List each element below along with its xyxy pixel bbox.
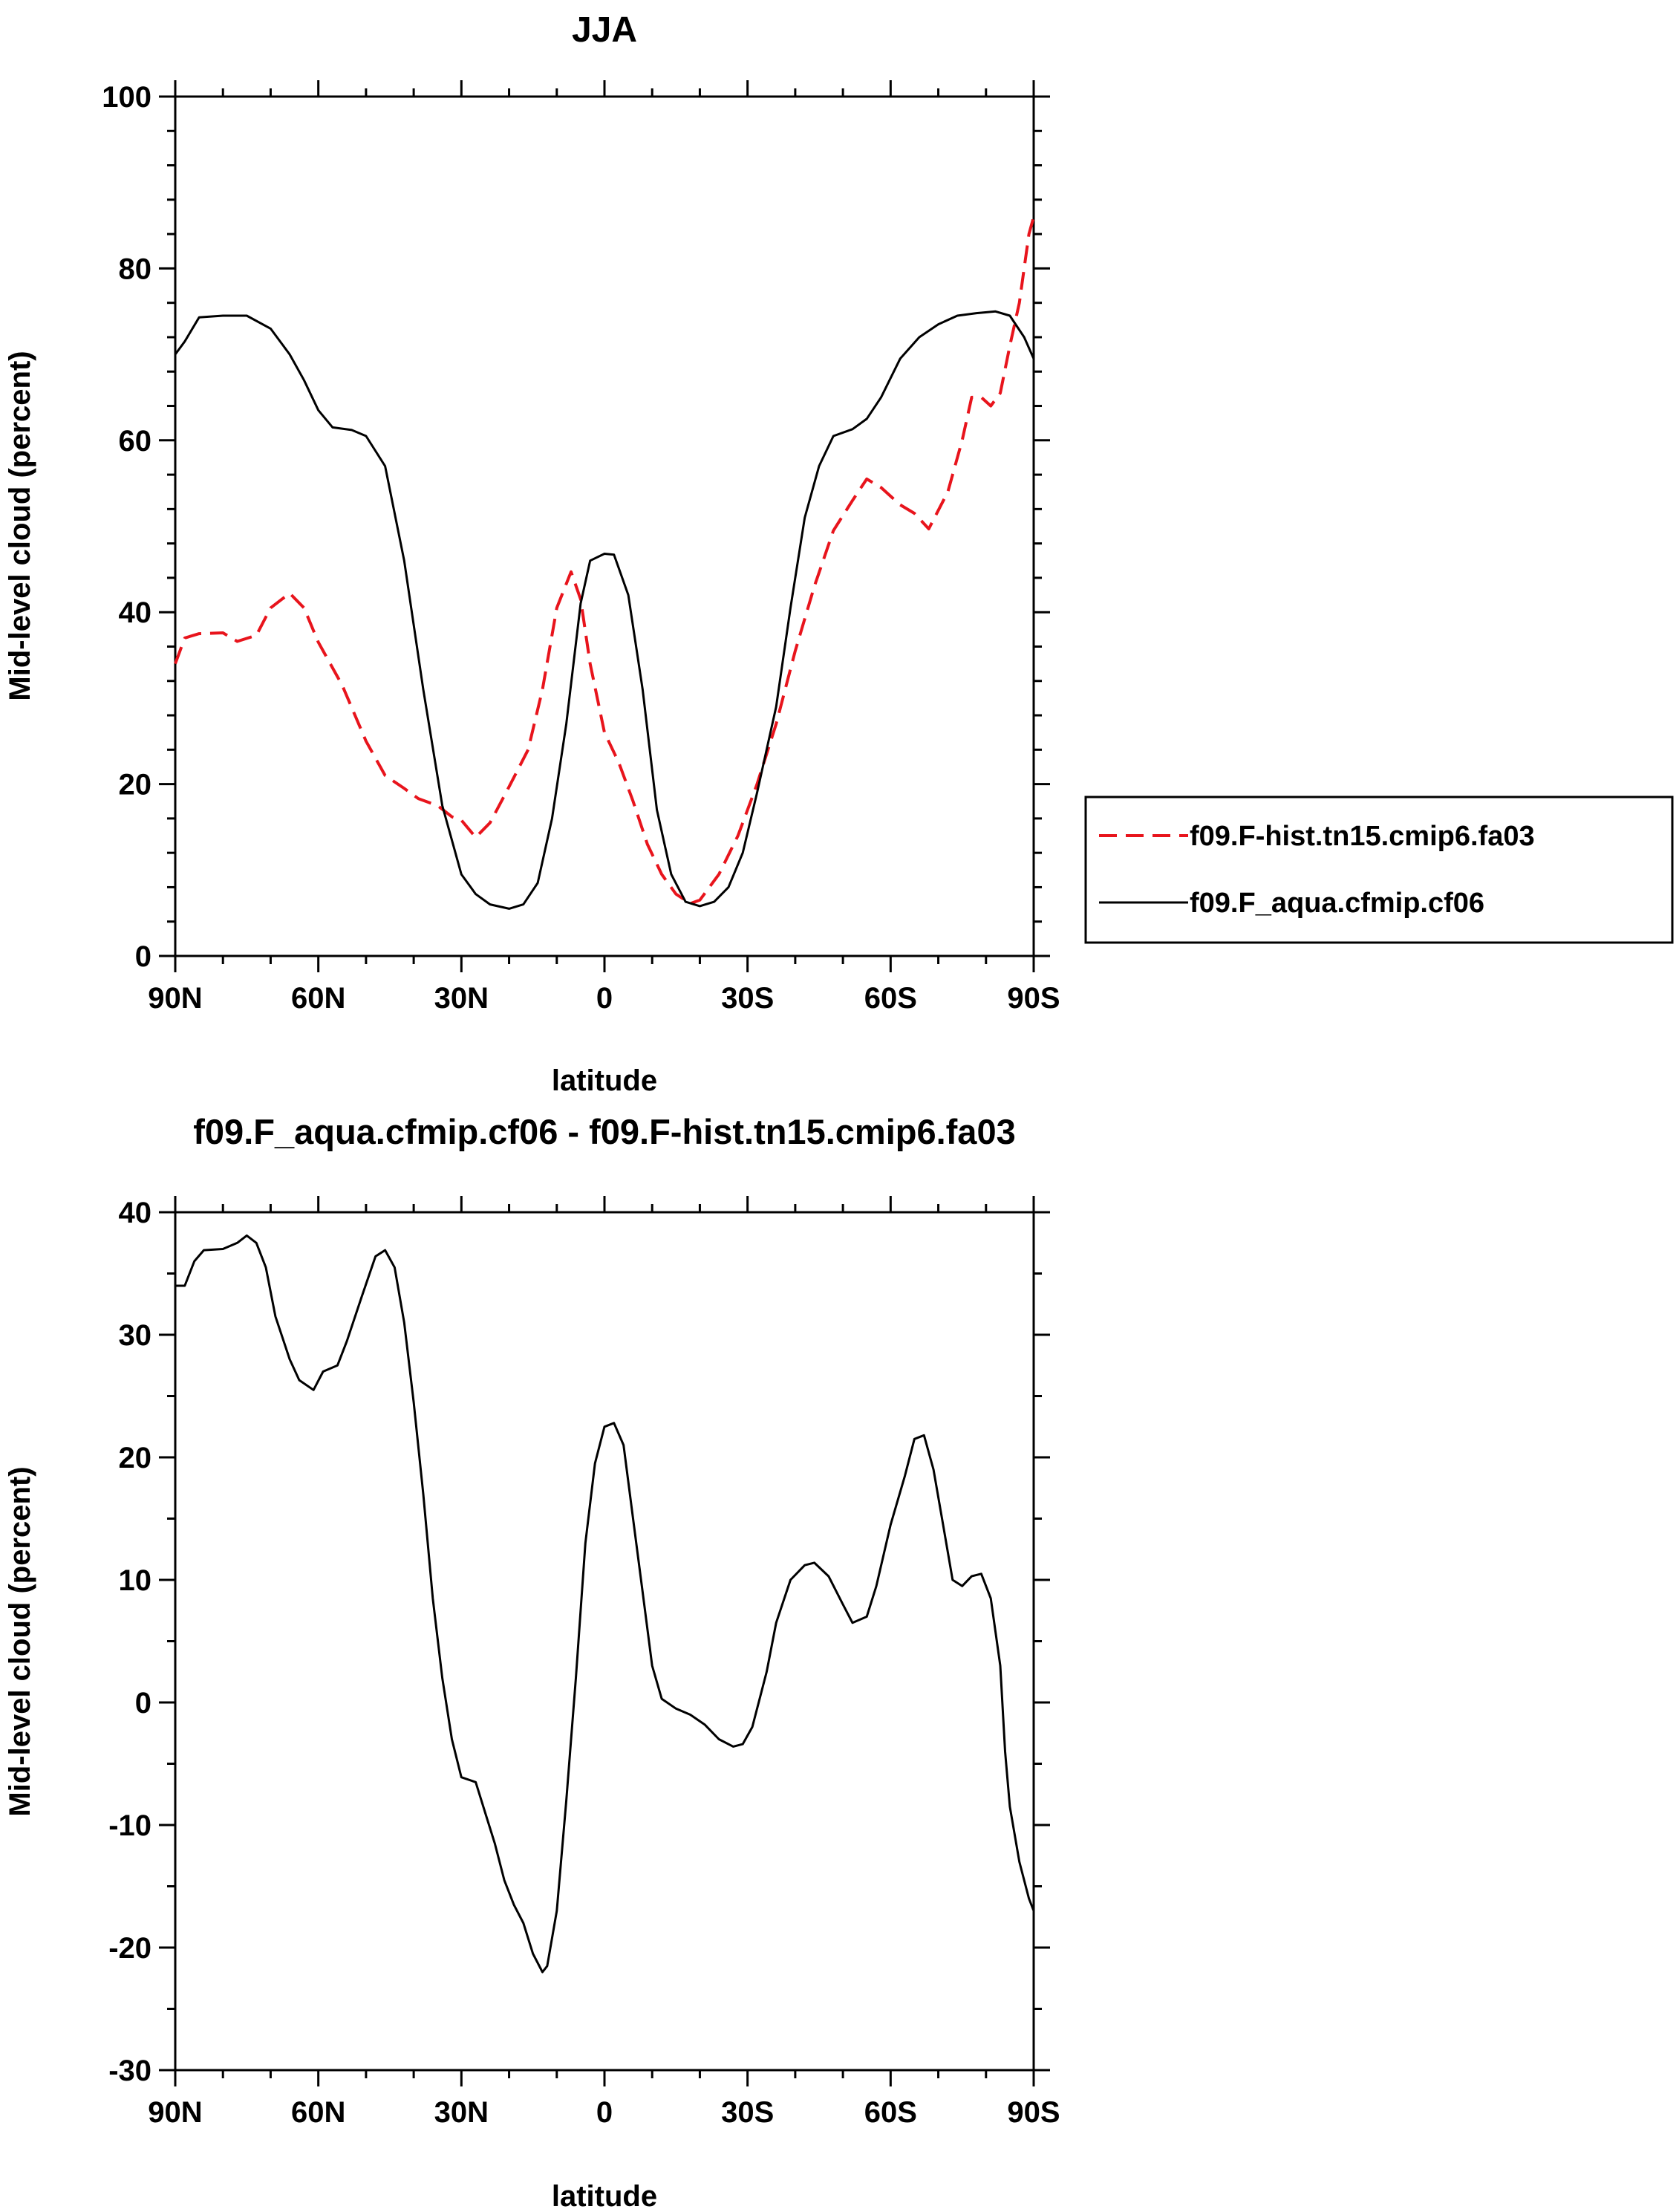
bottom-x-axis-label: latitude — [552, 2180, 657, 2212]
bottom-y-tick-labels: -30 -20 -10 0 10 20 30 40 — [108, 1197, 151, 2087]
y-tick-label: 20 — [119, 1442, 152, 1474]
legend-label-series-1: f09.F-hist.tn15.cmip6.fa03 — [1190, 821, 1535, 852]
x-tick-label: 30N — [434, 2096, 489, 2129]
y-tick-label: 60 — [119, 425, 152, 458]
x-tick-label: 30S — [721, 982, 774, 1015]
x-tick-label: 0 — [596, 982, 613, 1015]
bottom-panel: f09.F_aqua.cfmip.cf06 - f09.F-hist.tn15.… — [4, 1112, 1060, 2212]
y-tick-label: 40 — [119, 596, 152, 629]
y-tick-label: 0 — [135, 1687, 151, 1720]
x-tick-label: 90N — [148, 2096, 202, 2129]
legend-label-series-2: f09.F_aqua.cfmip.cf06 — [1190, 888, 1484, 919]
legend: f09.F-hist.tn15.cmip6.fa03 f09.F_aqua.cf… — [1084, 796, 1674, 944]
top-x-tick-labels: 90N 60N 30N 0 30S 60S 90S — [148, 982, 1060, 1015]
y-tick-label: 80 — [119, 253, 152, 285]
x-tick-label: 90N — [148, 982, 202, 1015]
top-series-lines — [174, 216, 1035, 910]
x-tick-label: 90S — [1007, 2096, 1060, 2129]
bottom-panel-title: f09.F_aqua.cfmip.cf06 - f09.F-hist.tn15.… — [193, 1112, 1015, 1151]
x-tick-label: 90S — [1007, 982, 1060, 1015]
y-tick-label: 40 — [119, 1197, 152, 1229]
y-tick-label: -30 — [108, 2055, 151, 2087]
x-tick-label: 60S — [864, 982, 917, 1015]
x-tick-label: 60N — [291, 2096, 345, 2129]
y-tick-label: -10 — [108, 1809, 151, 1842]
x-tick-label: 30N — [434, 982, 489, 1015]
bottom-y-axis-label: Mid-level cloud (percent) — [4, 1466, 36, 1816]
y-tick-label: 20 — [119, 769, 152, 801]
bottom-axis-ticks — [159, 1196, 1050, 2086]
top-panel-title: JJA — [572, 10, 637, 50]
top-y-axis-label: Mid-level cloud (percent) — [4, 351, 36, 700]
y-tick-label: -20 — [108, 1932, 151, 1965]
top-plot-frame — [174, 95, 1035, 957]
y-tick-label: 100 — [102, 81, 151, 114]
series-line-2 — [174, 310, 1035, 910]
series-line-1 — [174, 216, 1035, 905]
y-tick-label: 30 — [119, 1319, 152, 1352]
bottom-plot-frame — [174, 1211, 1035, 2072]
x-tick-label: 0 — [596, 2096, 613, 2129]
top-axis-ticks — [159, 80, 1050, 972]
series-line-1 — [175, 1234, 1035, 1974]
x-tick-label: 60N — [291, 982, 345, 1015]
top-x-axis-label: latitude — [552, 1064, 657, 1097]
y-tick-label: 10 — [119, 1564, 152, 1597]
bottom-x-tick-labels: 90N 60N 30N 0 30S 60S 90S — [148, 2096, 1060, 2129]
bottom-series-lines — [175, 1234, 1035, 1974]
x-tick-label: 60S — [864, 2096, 917, 2129]
top-y-tick-labels: 0 20 40 60 80 100 — [102, 81, 151, 973]
y-tick-label: 0 — [135, 940, 151, 973]
legend-box — [1084, 796, 1674, 944]
top-panel: JJA 90N 60N 30N 0 30S 60S 90S 0 20 40 60 80 100 lat… — [4, 10, 1060, 1097]
x-tick-label: 30S — [721, 2096, 774, 2129]
